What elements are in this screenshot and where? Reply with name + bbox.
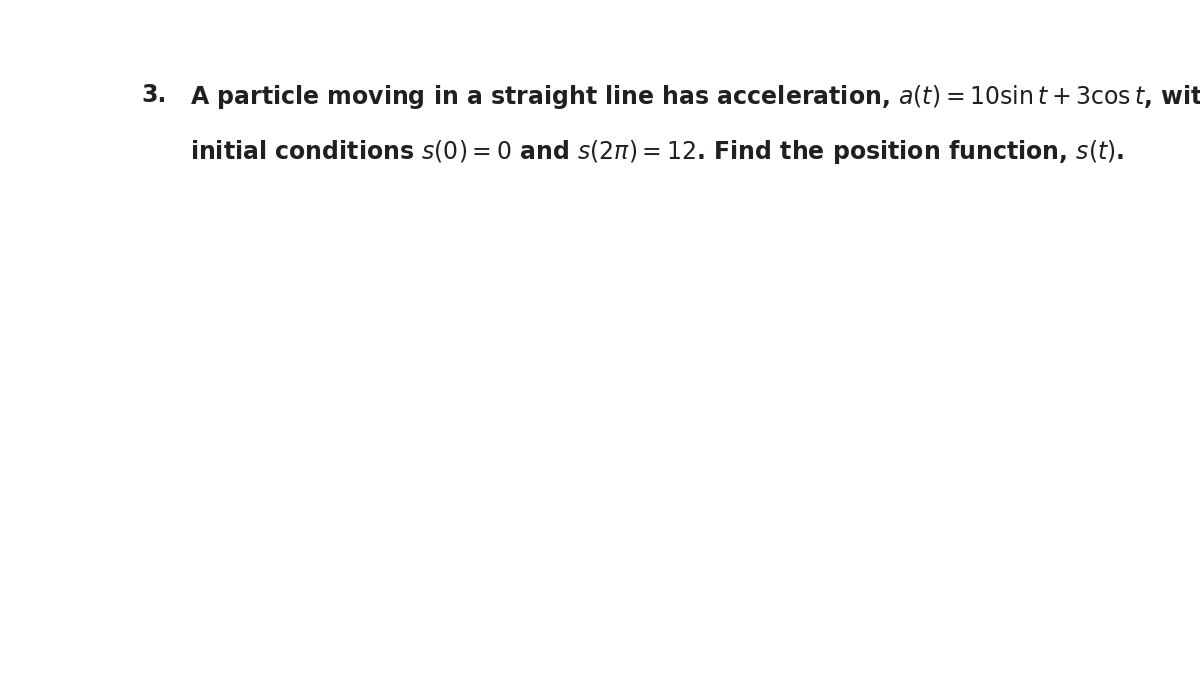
Text: initial conditions $s(0) = 0$ and $s(2\pi) = 12$. Find the position function, $s: initial conditions $s(0) = 0$ and $s(2\p… bbox=[190, 138, 1124, 166]
Text: 3.: 3. bbox=[142, 83, 167, 107]
Text: A particle moving in a straight line has acceleration, $a(t) = 10\sin t + 3\cos : A particle moving in a straight line has… bbox=[190, 83, 1200, 111]
